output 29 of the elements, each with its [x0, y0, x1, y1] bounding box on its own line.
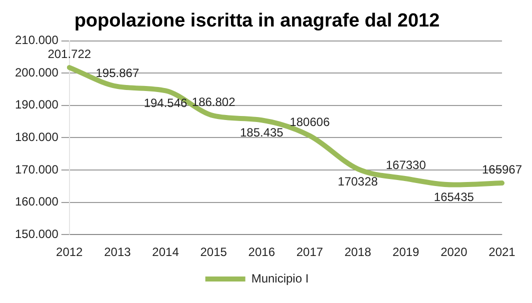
- x-tick-label: 2012: [56, 245, 84, 260]
- data-label: 185.435: [240, 125, 284, 140]
- data-label: 194.546: [144, 96, 188, 110]
- y-tick-label: 180.000: [14, 130, 59, 144]
- data-label: 165967: [482, 162, 522, 176]
- data-label: 170328: [338, 174, 378, 188]
- x-tick-label: 2013: [104, 245, 132, 260]
- x-tick-label: 2017: [296, 245, 324, 260]
- x-tick-label: 2015: [200, 245, 228, 260]
- y-tick-label: 200.000: [14, 65, 59, 80]
- chart-title: popolazione iscritta in anagrafe dal 2012: [74, 10, 440, 32]
- x-tick-label: 2016: [248, 245, 276, 260]
- data-label: 167330: [386, 158, 426, 172]
- x-tick-label: 2021: [488, 245, 516, 260]
- y-tick-label: 210.000: [14, 33, 59, 48]
- legend-label: Municipio I: [251, 271, 309, 286]
- data-label: 201.722: [48, 46, 92, 61]
- data-label: 180606: [290, 115, 330, 130]
- y-tick-label: 190.000: [14, 98, 59, 112]
- y-tick-label: 170.000: [14, 162, 59, 176]
- y-tick-label: 160.000: [14, 194, 59, 209]
- data-label: 165435: [434, 190, 474, 204]
- y-tick-label: 150.000: [14, 226, 59, 241]
- data-label: 195.867: [96, 66, 140, 80]
- data-label: 186.802: [192, 95, 236, 110]
- x-tick-label: 2014: [152, 245, 180, 260]
- x-tick-label: 2019: [392, 245, 420, 260]
- x-tick-label: 2020: [440, 245, 468, 260]
- x-tick-label: 2018: [344, 245, 372, 260]
